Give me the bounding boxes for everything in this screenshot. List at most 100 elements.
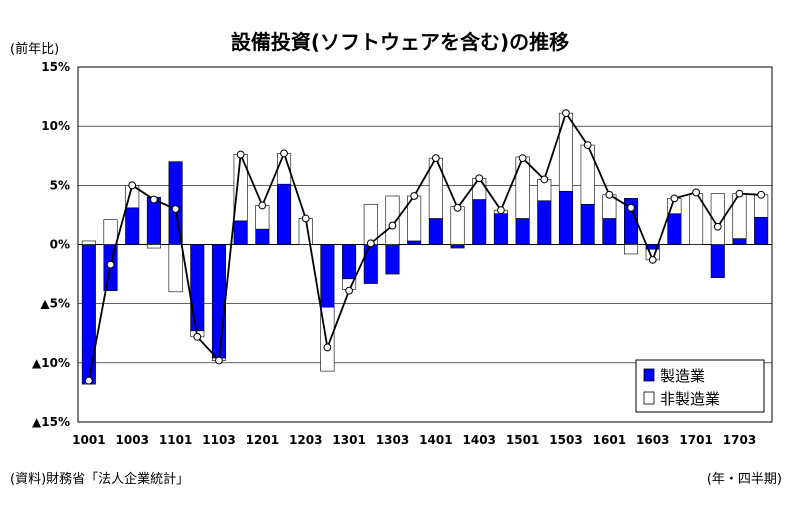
chart-title: 設備投資(ソフトウェアを含む)の推移 bbox=[230, 30, 570, 54]
bar-non-manufacturing bbox=[710, 193, 725, 245]
x-tick-label: 1703 bbox=[723, 433, 756, 447]
total-point bbox=[215, 356, 223, 365]
bar-manufacturing bbox=[255, 228, 270, 245]
total-point bbox=[280, 149, 288, 158]
bar-non-manufacturing bbox=[103, 219, 118, 245]
bar-manufacturing bbox=[602, 218, 617, 245]
bar-non-manufacturing bbox=[515, 156, 530, 219]
x-tick-label: 1301 bbox=[332, 433, 365, 447]
bar-non-manufacturing bbox=[146, 244, 161, 249]
total-point bbox=[713, 222, 722, 231]
total-point bbox=[193, 332, 202, 341]
total-point bbox=[735, 189, 744, 198]
y-axis-unit-label: (前年比) bbox=[10, 42, 60, 57]
legend-box bbox=[635, 359, 765, 413]
total-point bbox=[583, 141, 592, 150]
total-point bbox=[236, 150, 245, 159]
y-tick-label: 5% bbox=[50, 178, 70, 192]
total-point bbox=[150, 195, 158, 204]
bar-non-manufacturing bbox=[385, 195, 400, 245]
x-tick-label: 1503 bbox=[549, 433, 582, 447]
total-point bbox=[497, 206, 505, 215]
x-tick-label: 1101 bbox=[159, 433, 192, 447]
total-point bbox=[562, 109, 570, 118]
bar-manufacturing bbox=[537, 200, 552, 245]
legend-label: 非製造業 bbox=[660, 390, 720, 408]
total-point bbox=[670, 194, 679, 203]
bar-manufacturing bbox=[342, 244, 357, 280]
x-tick-label: 1403 bbox=[463, 433, 496, 447]
bar-manufacturing bbox=[125, 207, 140, 245]
plot-area: 15% 10% 5% 0% ▲5% ▲10% ▲15%1001 1003 1101 1103 120… bbox=[32, 60, 773, 447]
bar-manufacturing bbox=[81, 244, 96, 385]
total-point bbox=[323, 343, 332, 352]
x-tick-label: 1601 bbox=[593, 433, 626, 447]
bar-manufacturing bbox=[407, 240, 422, 245]
total-point bbox=[431, 154, 440, 163]
bar-manufacturing bbox=[428, 218, 443, 245]
bar-manufacturing bbox=[667, 213, 682, 245]
y-tick-label: 15% bbox=[41, 60, 70, 74]
total-point bbox=[128, 181, 137, 190]
bar-manufacturing bbox=[320, 244, 335, 308]
legend-swatch bbox=[643, 391, 655, 405]
bar-manufacturing bbox=[515, 218, 530, 245]
total-point bbox=[605, 190, 614, 199]
bar-manufacturing bbox=[233, 220, 248, 245]
total-point bbox=[475, 174, 484, 183]
bar-manufacturing bbox=[190, 244, 205, 332]
x-tick-label: 1201 bbox=[246, 433, 279, 447]
total-point bbox=[301, 214, 310, 223]
y-tick-label: 0% bbox=[50, 238, 70, 252]
x-tick-label: 1001 bbox=[72, 433, 105, 447]
bar-manufacturing bbox=[732, 238, 747, 245]
bar-manufacturing bbox=[472, 199, 487, 245]
bar-manufacturing bbox=[363, 244, 378, 284]
x-tick-label: 1701 bbox=[679, 433, 712, 447]
x-tick-label: 1303 bbox=[376, 433, 409, 447]
bar-manufacturing bbox=[580, 203, 595, 245]
total-point bbox=[388, 221, 397, 230]
bar-non-manufacturing bbox=[624, 244, 639, 255]
x-tick-label: 1203 bbox=[289, 433, 322, 447]
y-tick-label: ▲10% bbox=[32, 356, 70, 370]
total-point bbox=[757, 190, 766, 199]
y-tick-label: ▲15% bbox=[32, 415, 70, 429]
total-point bbox=[518, 154, 527, 163]
total-line bbox=[87, 111, 762, 381]
total-point bbox=[258, 201, 267, 210]
x-tick-label: 1603 bbox=[636, 433, 669, 447]
bar-non-manufacturing bbox=[81, 240, 96, 245]
total-point bbox=[366, 239, 375, 248]
y-tick-label: 10% bbox=[41, 119, 70, 133]
x-tick-label: 1501 bbox=[506, 433, 539, 447]
legend-label: 製造業 bbox=[660, 367, 705, 385]
bar-non-manufacturing bbox=[450, 206, 465, 245]
bar-manufacturing bbox=[493, 213, 508, 245]
bar-manufacturing bbox=[754, 216, 769, 245]
bar-manufacturing bbox=[211, 244, 226, 359]
bar-manufacturing bbox=[450, 244, 465, 249]
bar-manufacturing bbox=[558, 190, 573, 245]
bar-non-manufacturing bbox=[168, 244, 183, 293]
bar-manufacturing bbox=[385, 244, 400, 275]
total-point bbox=[84, 376, 93, 385]
total-point bbox=[648, 255, 657, 264]
total-point bbox=[627, 203, 635, 212]
total-point bbox=[410, 192, 419, 200]
source-note: (資料)財務省「法人企業統計」 bbox=[10, 472, 190, 487]
legend-swatch bbox=[643, 368, 655, 382]
bar-manufacturing bbox=[146, 196, 161, 245]
bar-manufacturing bbox=[277, 183, 292, 245]
total-point bbox=[345, 286, 353, 295]
total-point bbox=[692, 188, 700, 197]
total-point bbox=[106, 260, 115, 269]
total-point bbox=[171, 205, 180, 213]
period-note: (年・四半期) bbox=[706, 472, 782, 487]
x-tick-label: 1003 bbox=[116, 433, 149, 447]
y-tick-label: ▲5% bbox=[40, 297, 70, 311]
x-tick-label: 1401 bbox=[419, 433, 452, 447]
x-tick-label: 1103 bbox=[202, 433, 235, 447]
total-point bbox=[540, 175, 549, 184]
